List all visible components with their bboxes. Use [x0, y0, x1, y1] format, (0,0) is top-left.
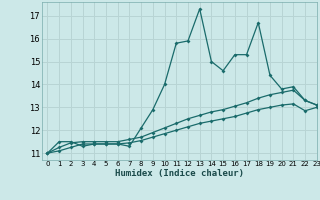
X-axis label: Humidex (Indice chaleur): Humidex (Indice chaleur)	[115, 169, 244, 178]
